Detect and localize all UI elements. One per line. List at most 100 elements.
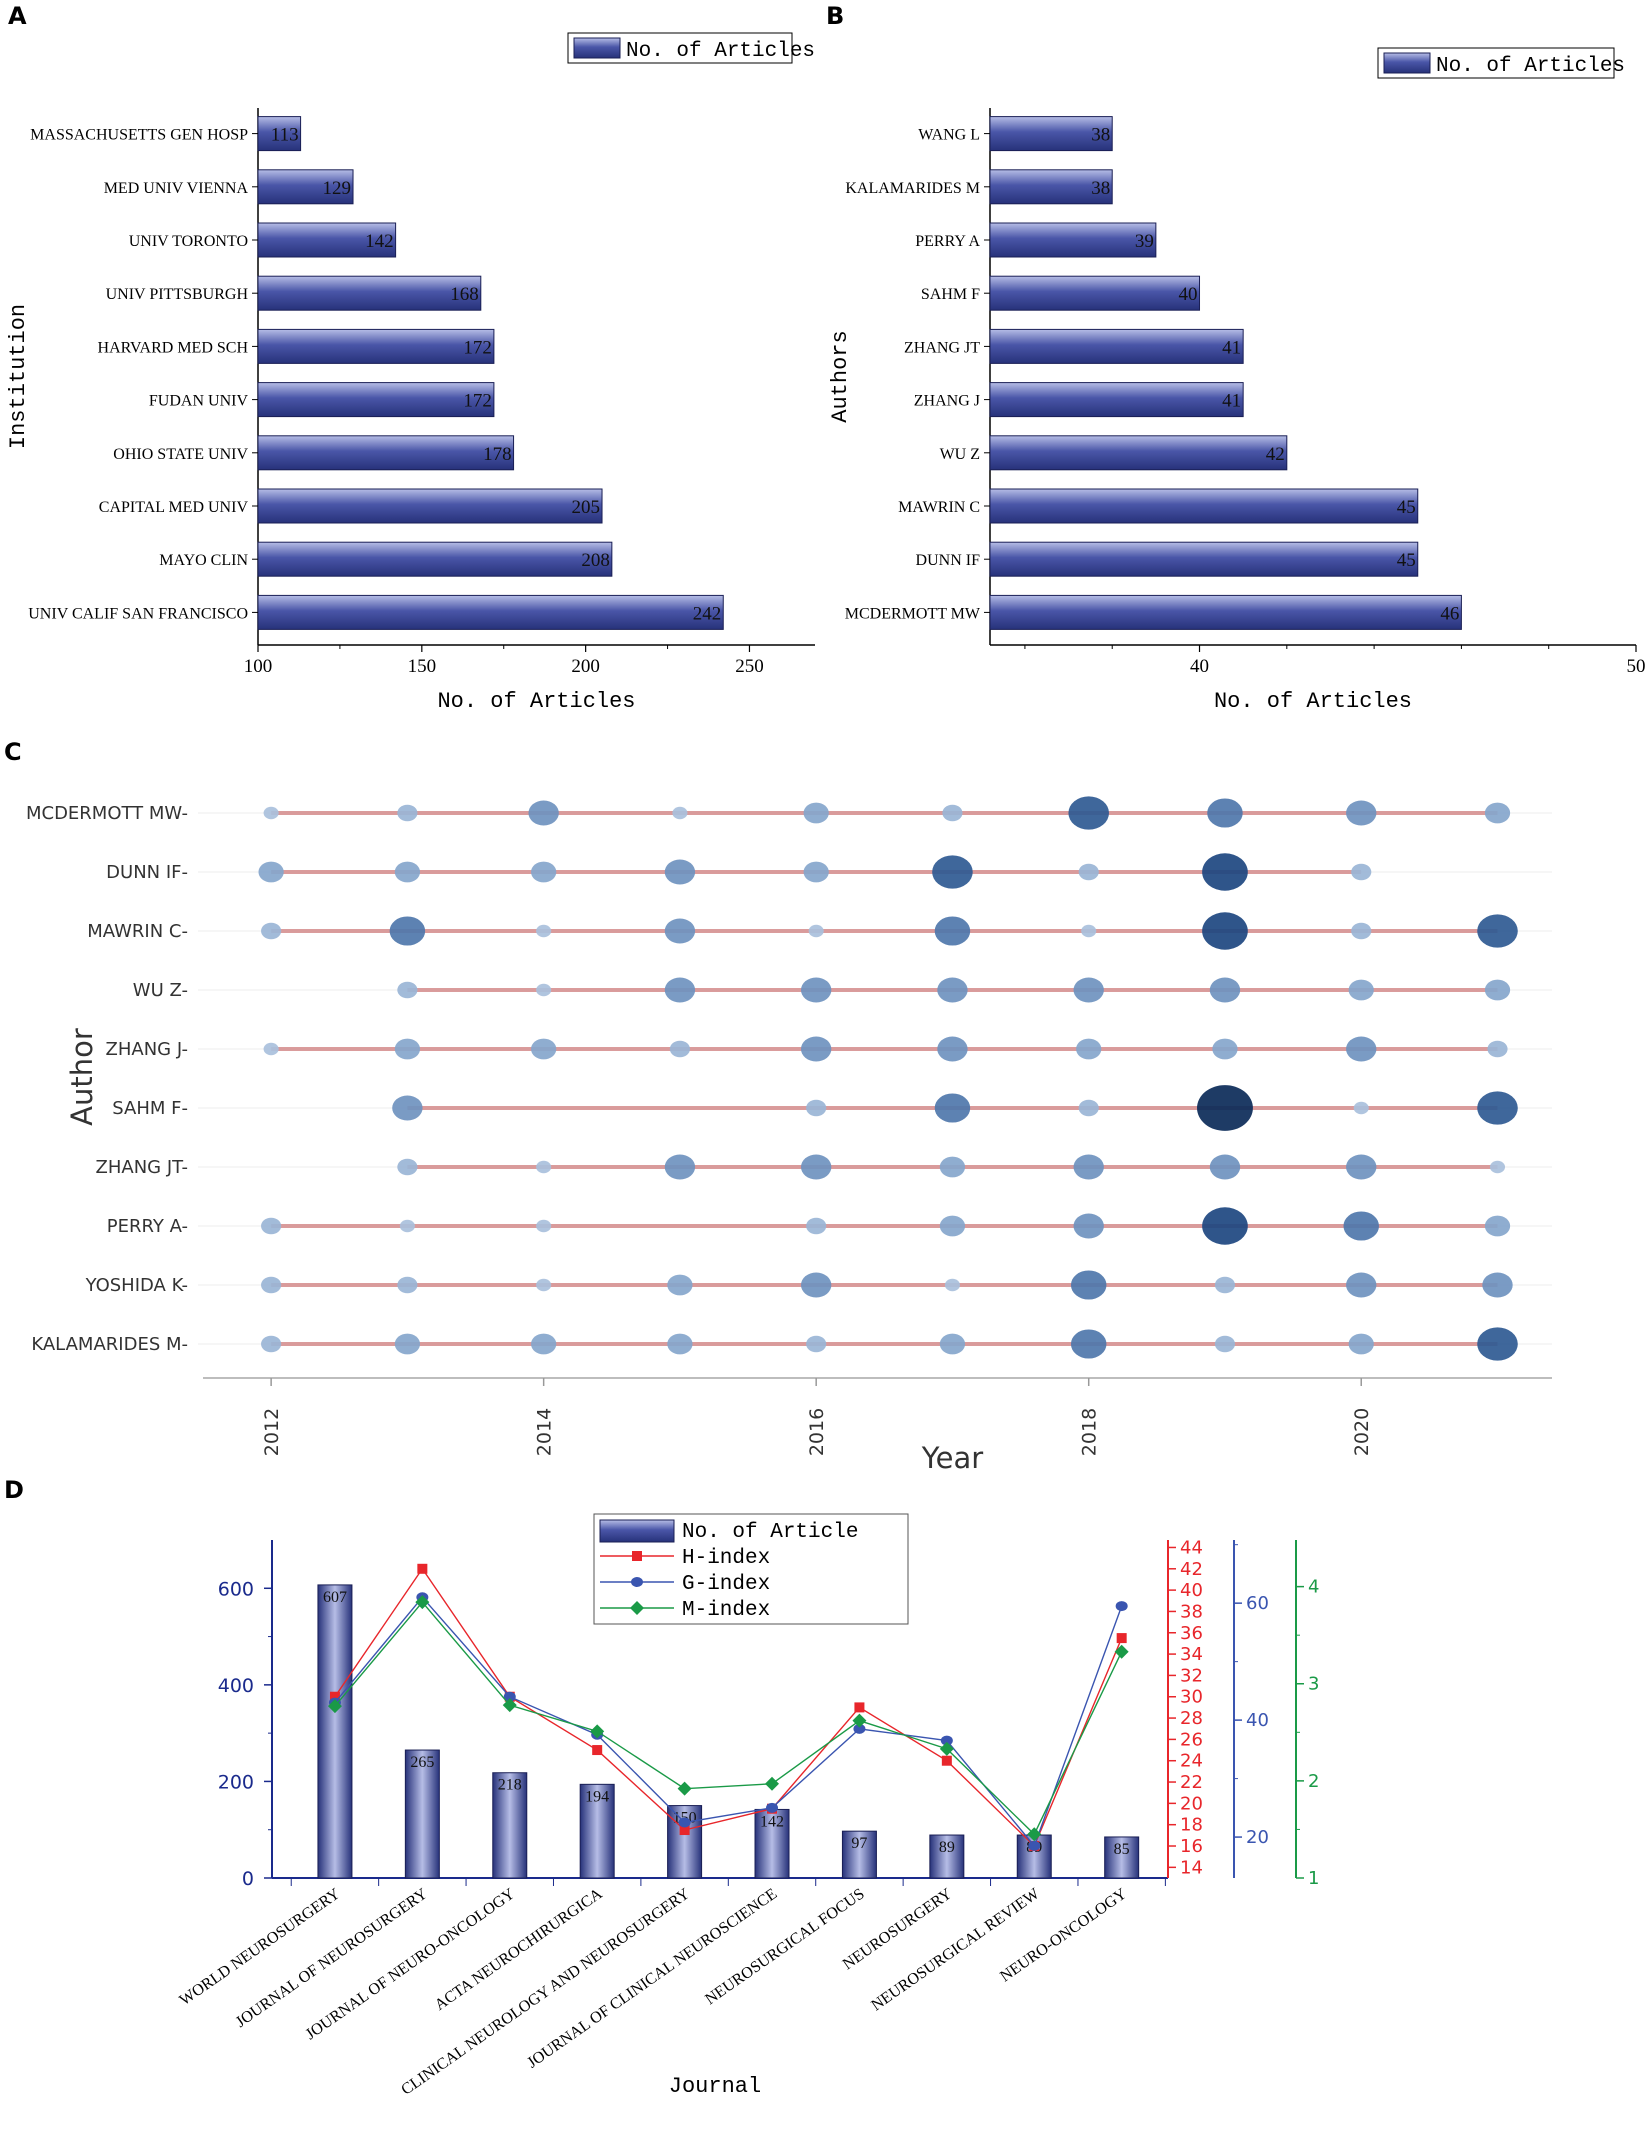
category-label: ZHANG J: [914, 393, 980, 410]
m-index-marker: [415, 1595, 430, 1610]
bubble: [261, 922, 282, 940]
author-label: YOSHIDA K-: [85, 1275, 188, 1296]
bubble: [937, 977, 968, 1003]
bubble: [1482, 1272, 1513, 1298]
bubble: [664, 859, 696, 885]
category-label: MED UNIV VIENNA: [104, 180, 249, 197]
bar: [579, 1783, 615, 1879]
h-index-marker: [1116, 1633, 1127, 1644]
h-index-marker: [329, 1691, 340, 1702]
bubble: [1484, 802, 1511, 824]
bubble: [261, 1217, 282, 1235]
bar-value-label: 168: [450, 284, 479, 305]
red-tick-label: 44: [1180, 1537, 1203, 1558]
author-label: MAWRIN C-: [87, 921, 188, 942]
x-tick-label: 50: [1627, 656, 1646, 677]
bubble: [1197, 1085, 1253, 1131]
green-tick-label: 3: [1308, 1674, 1319, 1695]
bubble: [1073, 977, 1104, 1003]
bubble: [1346, 1272, 1377, 1298]
red-tick-label: 42: [1180, 1559, 1203, 1580]
x-axis-title: Year: [921, 1441, 983, 1475]
bubble: [536, 1278, 552, 1292]
bubble: [392, 1095, 423, 1121]
author-label: KALAMARIDES M-: [31, 1334, 188, 1355]
bar-value-label: 45: [1397, 550, 1416, 571]
bubble: [263, 806, 279, 820]
y-axis-title: Author: [65, 1028, 99, 1126]
bar-value-label: 142: [760, 1813, 784, 1830]
bubble: [667, 1333, 693, 1355]
bubble: [664, 977, 696, 1003]
bubble: [531, 1038, 557, 1060]
x-tick-label: 200: [571, 656, 600, 677]
bubble: [397, 804, 418, 822]
bar: [257, 328, 495, 364]
m-index-marker: [939, 1741, 954, 1756]
bar-value-label: 172: [463, 391, 492, 412]
category-label: ACTA NEUROCHIRURGICA: [432, 1885, 606, 2014]
bubble: [1076, 1038, 1102, 1060]
category-label: UNIV CALIF SAN FRANCISCO: [28, 605, 248, 622]
bubble: [1348, 1333, 1374, 1355]
bar-value-label: 205: [572, 497, 601, 518]
g-index-marker: [766, 1802, 779, 1813]
bubble: [934, 1093, 971, 1123]
x-tick-label: 2018: [1079, 1408, 1101, 1456]
bar: [404, 1749, 440, 1879]
bar-value-label: 39: [1135, 231, 1154, 252]
bar: [989, 382, 1244, 418]
legend-swatch: [573, 37, 621, 59]
legend-marker: [630, 1601, 644, 1615]
x-axis-title: Journal: [669, 2074, 761, 2099]
bubble: [1073, 1154, 1104, 1180]
bar: [257, 275, 482, 311]
x-tick-label: 40: [1190, 656, 1209, 677]
bar-value-label: 89: [939, 1839, 955, 1856]
legend-marker: [631, 1577, 643, 1587]
bubble: [1487, 1040, 1508, 1058]
category-label: PERRY A: [915, 233, 980, 250]
bubble: [1214, 1335, 1236, 1353]
bar-value-label: 41: [1222, 391, 1241, 412]
bar: [1104, 1836, 1140, 1879]
bar: [841, 1830, 877, 1879]
category-label: HARVARD MED SCH: [98, 339, 249, 356]
bar: [257, 222, 397, 258]
g-index-marker: [853, 1723, 866, 1734]
bar: [989, 116, 1113, 152]
bubble: [1484, 979, 1511, 1001]
bubble: [806, 1335, 827, 1353]
bar-value-label: 38: [1091, 125, 1110, 146]
bubble: [803, 861, 829, 883]
bar-value-label: 97: [851, 1835, 867, 1852]
m-index-marker: [765, 1776, 780, 1791]
blue-tick-label: 40: [1246, 1710, 1269, 1731]
bar-value-label: 194: [585, 1788, 609, 1805]
bubble: [667, 1274, 693, 1296]
category-label: WU Z: [940, 446, 980, 463]
bar-value-label: 242: [693, 603, 722, 624]
category-label: KALAMARIDES M: [845, 180, 980, 197]
x-tick-label: 250: [735, 656, 764, 677]
x-tick-label: 2012: [261, 1408, 283, 1456]
bubble: [1477, 1327, 1518, 1361]
bubble: [800, 977, 832, 1003]
red-tick-label: 38: [1180, 1601, 1203, 1622]
legend-label: M-index: [682, 1599, 770, 1622]
bar-value-label: 607: [323, 1589, 347, 1606]
panel-label-a: A: [8, 2, 27, 30]
h-index-marker: [941, 1755, 952, 1766]
bar: [929, 1834, 965, 1879]
x-axis-title: No. of Articles: [1214, 689, 1412, 714]
red-tick-label: 14: [1180, 1857, 1203, 1878]
green-tick-label: 2: [1308, 1771, 1319, 1792]
bar-value-label: 142: [365, 231, 394, 252]
bubble: [1477, 914, 1518, 948]
g-index-line: [334, 1596, 1123, 1848]
bubble: [803, 802, 829, 824]
bar-value-label: 208: [581, 550, 610, 571]
category-label: ZHANG JT: [904, 339, 980, 356]
bar: [257, 488, 603, 524]
